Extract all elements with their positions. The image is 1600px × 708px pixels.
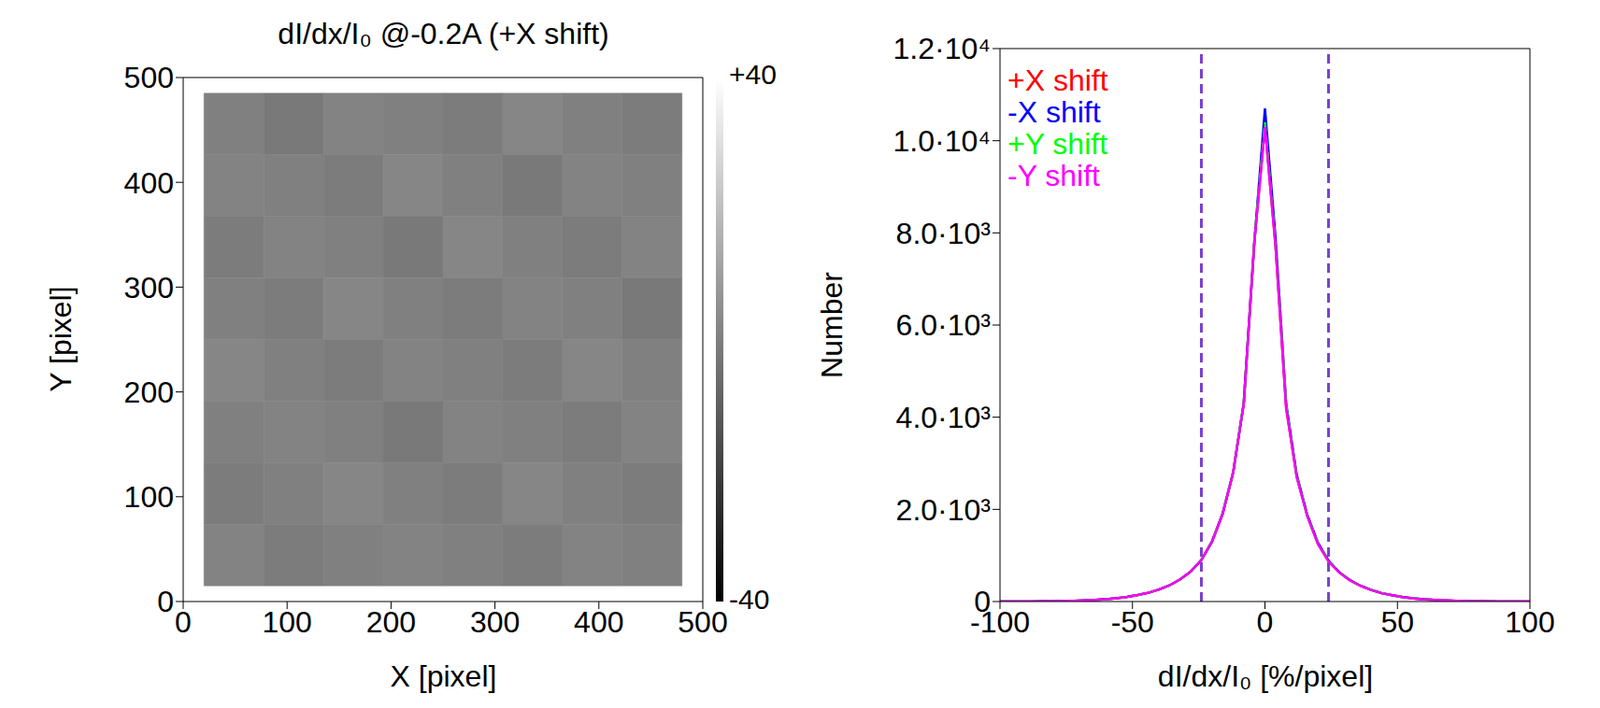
html-text:Number: Number <box>814 271 849 378</box>
svg-text:-50: -50 <box>1111 605 1155 640</box>
svg-text:500: 500 <box>677 605 728 640</box>
html-text:-X shift: -X shift <box>1007 95 1101 129</box>
html-text:dI/dx/I₀ [%/pixel]: dI/dx/I₀ [%/pixel] <box>1157 659 1373 694</box>
svg-text:+40: +40 <box>728 58 777 90</box>
html-text:-Y shift: -Y shift <box>1007 158 1100 193</box>
svg-text:400: 400 <box>573 605 624 640</box>
svg-text:0: 0 <box>973 585 991 619</box>
svg-text:1.0·10⁴: 1.0·10⁴ <box>893 124 991 158</box>
html-text:+X shift: +X shift <box>1007 63 1109 98</box>
svg-text:6.0·10³: 6.0·10³ <box>896 308 992 343</box>
svg-text:300: 300 <box>124 271 174 305</box>
svg-text:0: 0 <box>1257 605 1274 640</box>
svg-text:0: 0 <box>174 605 192 640</box>
html-text:dI/dx/I₀ @-0.2A (+X shift): dI/dx/I₀ @-0.2A (+X shift) <box>277 16 610 51</box>
svg-text:4.0·10³: 4.0·10³ <box>896 400 992 435</box>
svg-text:0: 0 <box>157 585 174 619</box>
svg-text:500: 500 <box>124 60 174 95</box>
svg-text:-40: -40 <box>728 584 770 615</box>
svg-text:100: 100 <box>1504 605 1555 640</box>
svg-text:-100: -100 <box>970 605 1030 639</box>
html-text:+Y shift: +Y shift <box>1007 127 1108 161</box>
svg-text:8.0·10³: 8.0·10³ <box>896 216 992 251</box>
svg-text:50: 50 <box>1380 605 1415 640</box>
svg-text:2.0·10³: 2.0·10³ <box>896 493 992 528</box>
svg-text:400: 400 <box>124 166 174 200</box>
svg-text:1.2·10⁴: 1.2·10⁴ <box>893 31 991 66</box>
svg-text:200: 200 <box>366 605 416 640</box>
svg-text:300: 300 <box>470 605 520 640</box>
svg-text:100: 100 <box>262 605 313 640</box>
html-text:Y [pixel]: Y [pixel] <box>43 286 78 393</box>
svg-text:200: 200 <box>124 375 174 410</box>
html-text:X [pixel]: X [pixel] <box>390 659 497 694</box>
svg-text:100: 100 <box>124 480 174 515</box>
